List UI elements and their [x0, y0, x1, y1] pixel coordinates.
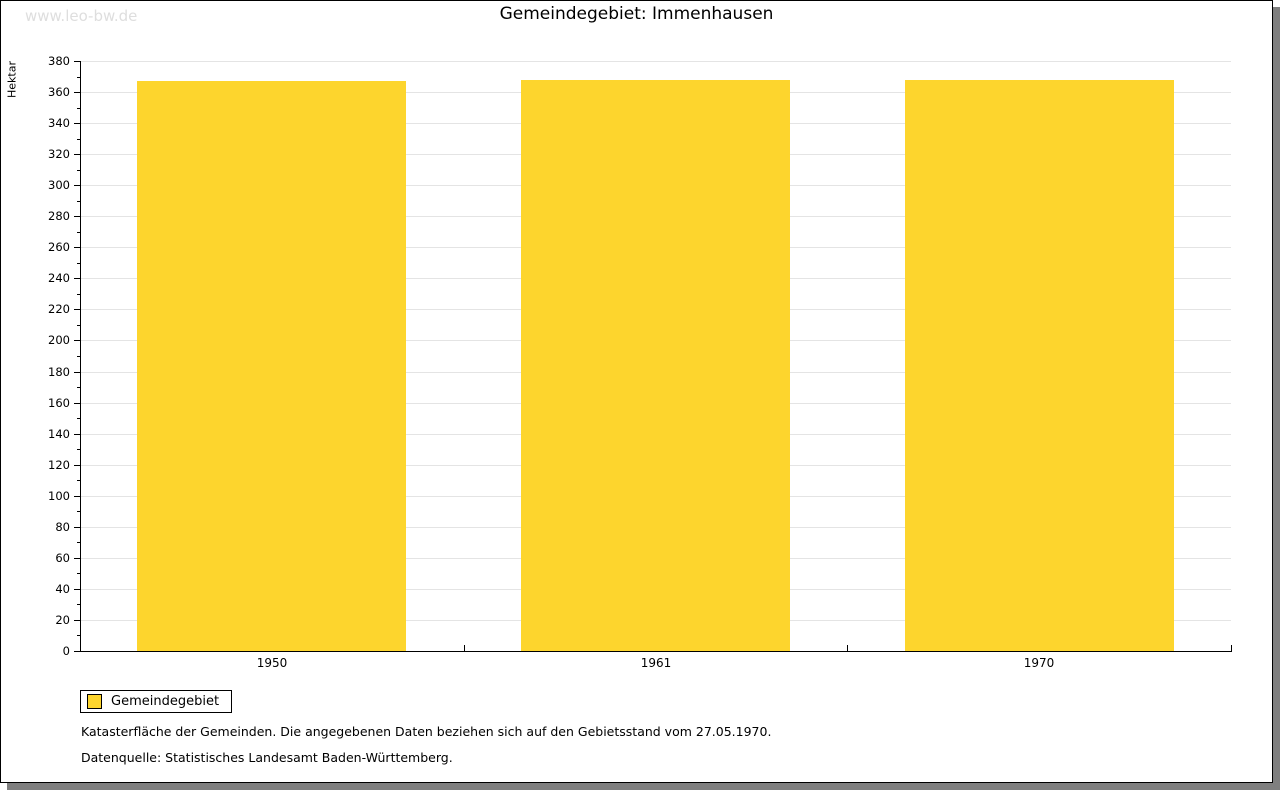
x-tick-label: 1950: [256, 656, 288, 670]
bar-1961: [521, 80, 790, 651]
y-tick-label: 340: [48, 116, 70, 130]
y-tick-label: 40: [55, 582, 70, 596]
y-major-tick: [74, 92, 80, 93]
x-boundary-tick: [1231, 645, 1232, 651]
x-axis-line: [80, 651, 1232, 652]
y-major-tick: [74, 309, 80, 310]
y-major-tick: [74, 403, 80, 404]
y-tick-label: 140: [48, 427, 70, 441]
y-tick-label: 160: [48, 396, 70, 410]
legend-swatch: [87, 694, 102, 709]
y-major-tick: [74, 372, 80, 373]
y-minor-tick: [77, 635, 80, 636]
y-minor-tick: [77, 480, 80, 481]
y-tick-label: 240: [48, 271, 70, 285]
y-major-tick: [74, 247, 80, 248]
y-tick-label: 320: [48, 147, 70, 161]
watermark: www.leo-bw.de: [25, 7, 138, 25]
y-minor-tick: [77, 511, 80, 512]
gridline: [81, 61, 1231, 62]
y-minor-tick: [77, 418, 80, 419]
y-major-tick: [74, 185, 80, 186]
y-minor-tick: [77, 77, 80, 78]
y-major-tick: [74, 465, 80, 466]
y-minor-tick: [77, 139, 80, 140]
y-minor-tick: [77, 263, 80, 264]
x-tick-label: 1961: [640, 656, 672, 670]
y-minor-tick: [77, 356, 80, 357]
y-major-tick: [74, 558, 80, 559]
y-tick-label: 300: [48, 178, 70, 192]
y-major-tick: [74, 496, 80, 497]
y-major-tick: [74, 651, 80, 652]
y-tick-label: 20: [55, 613, 70, 627]
y-major-tick: [74, 123, 80, 124]
y-major-tick: [74, 620, 80, 621]
y-tick-label: 180: [48, 365, 70, 379]
y-minor-tick: [77, 170, 80, 171]
y-tick-label: 260: [48, 240, 70, 254]
y-minor-tick: [77, 325, 80, 326]
footer-source: Datenquelle: Statistisches Landesamt Bad…: [81, 750, 453, 765]
y-tick-label: 80: [55, 520, 70, 534]
y-minor-tick: [77, 604, 80, 605]
y-tick-label: 220: [48, 302, 70, 316]
bar-1970: [905, 80, 1174, 651]
y-tick-label: 0: [62, 644, 70, 658]
y-tick-label: 100: [48, 489, 70, 503]
y-axis-line: [80, 61, 81, 652]
y-minor-tick: [77, 573, 80, 574]
y-major-tick: [74, 216, 80, 217]
y-major-tick: [74, 589, 80, 590]
y-major-tick: [74, 434, 80, 435]
y-major-tick: [74, 278, 80, 279]
y-minor-tick: [77, 449, 80, 450]
y-minor-tick: [77, 232, 80, 233]
y-minor-tick: [77, 201, 80, 202]
y-tick-label: 380: [48, 54, 70, 68]
y-minor-tick: [77, 387, 80, 388]
footer-note: Katasterfläche der Gemeinden. Die angege…: [81, 724, 772, 739]
y-minor-tick: [77, 294, 80, 295]
y-major-tick: [74, 340, 80, 341]
x-boundary-tick: [847, 645, 848, 651]
y-major-tick: [74, 527, 80, 528]
y-minor-tick: [77, 542, 80, 543]
y-tick-label: 120: [48, 458, 70, 472]
chart-title: Gemeindegebiet: Immenhausen: [499, 4, 774, 24]
legend: Gemeindegebiet: [80, 690, 233, 713]
y-major-tick: [74, 154, 80, 155]
y-minor-tick: [77, 108, 80, 109]
y-tick-label: 200: [48, 333, 70, 347]
x-tick-label: 1970: [1023, 656, 1055, 670]
y-tick-label: 360: [48, 85, 70, 99]
y-major-tick: [74, 61, 80, 62]
x-boundary-tick: [464, 645, 465, 651]
y-tick-label: 60: [55, 551, 70, 565]
bar-1950: [137, 81, 406, 651]
legend-label: Gemeindegebiet: [111, 694, 220, 709]
y-tick-label: 280: [48, 209, 70, 223]
